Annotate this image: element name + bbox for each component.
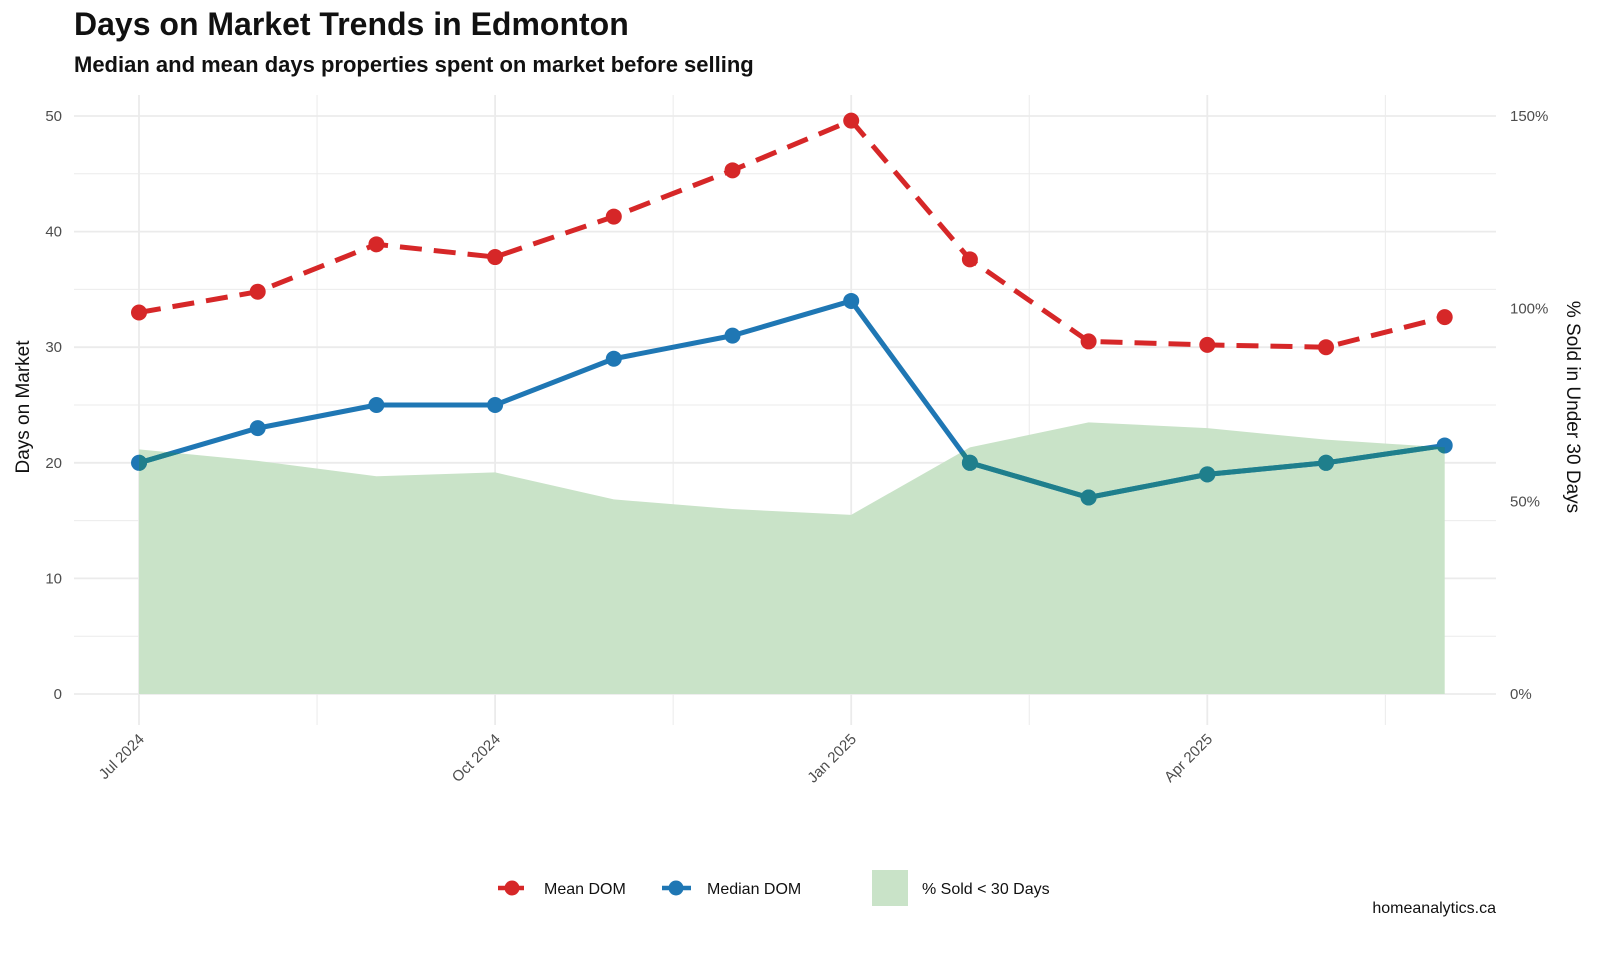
x-axis-ticks: Jul 2024 Oct 2024 Jan 2025 Apr 2025 <box>96 731 1216 787</box>
y-tick-label: 10 <box>45 570 62 587</box>
legend-label-area: % Sold < 30 Days <box>922 881 1050 898</box>
median-dom-point-overlap <box>1080 489 1097 506</box>
legend-swatch-area <box>872 870 908 906</box>
mean-dom-point <box>605 208 622 225</box>
median-dom-point-overlap <box>139 454 147 471</box>
median-dom-point-overlap <box>1318 454 1334 471</box>
legend-label-mean: Mean DOM <box>544 881 626 898</box>
median-dom-point-overlap <box>961 454 978 471</box>
mean-dom-point <box>1080 333 1097 350</box>
x-tick-label: Jan 2025 <box>804 731 860 787</box>
median-dom-point <box>724 327 741 344</box>
y2-axis-ticks: 0% 50% 100% 150% <box>1510 108 1548 703</box>
median-dom-point <box>249 420 266 437</box>
x-tick-label: Apr 2025 <box>1161 731 1216 786</box>
source-caption: homeanalytics.ca <box>1372 900 1496 917</box>
mean-dom-point <box>724 162 741 179</box>
mean-dom-line <box>138 118 1446 350</box>
y2-tick-label: 100% <box>1510 301 1548 318</box>
mean-dom-point <box>1318 339 1334 356</box>
y2-tick-label: 50% <box>1510 493 1540 510</box>
mean-dom-point <box>961 251 978 268</box>
legend-marker-median <box>668 880 684 896</box>
x-tick-label: Oct 2024 <box>449 731 504 786</box>
mean-dom-point <box>131 304 147 321</box>
median-dom-point <box>605 350 622 367</box>
legend-marker-mean <box>504 880 520 896</box>
y-tick-label: 30 <box>45 339 62 356</box>
median-dom-point <box>487 397 504 413</box>
median-dom-point <box>843 292 860 309</box>
mean-dom-point <box>487 249 504 266</box>
line-series <box>131 112 1453 506</box>
chart-subtitle: Median and mean days properties spent on… <box>74 52 754 77</box>
y-axis-title: Days on Market <box>13 340 34 474</box>
mean-dom-point <box>368 236 385 253</box>
legend-label-median: Median DOM <box>707 881 801 898</box>
chart-title: Days on Market Trends in Edmonton <box>74 6 629 42</box>
y-tick-label: 0 <box>54 686 62 703</box>
median-dom-point-overlap <box>1199 466 1216 483</box>
y2-axis-title: % Sold in Under 30 Days <box>1562 301 1583 513</box>
mean-dom-point <box>843 112 860 129</box>
legend: Mean DOM Median DOM % Sold < 30 Days <box>498 870 1050 906</box>
y-tick-label: 20 <box>45 455 62 472</box>
y2-tick-label: 0% <box>1510 686 1532 703</box>
median-dom-line-overlap <box>139 422 1445 500</box>
y-axis-ticks: 0 10 20 30 40 50 <box>45 108 62 703</box>
mean-dom-point <box>1436 309 1453 326</box>
y2-tick-label: 150% <box>1510 108 1548 125</box>
x-tick-label: Jul 2024 <box>96 731 148 783</box>
y-tick-label: 40 <box>45 224 62 241</box>
median-dom-point <box>368 397 385 413</box>
mean-dom-point <box>249 283 266 300</box>
y-tick-label: 50 <box>45 108 62 125</box>
mean-dom-point <box>1199 336 1216 353</box>
